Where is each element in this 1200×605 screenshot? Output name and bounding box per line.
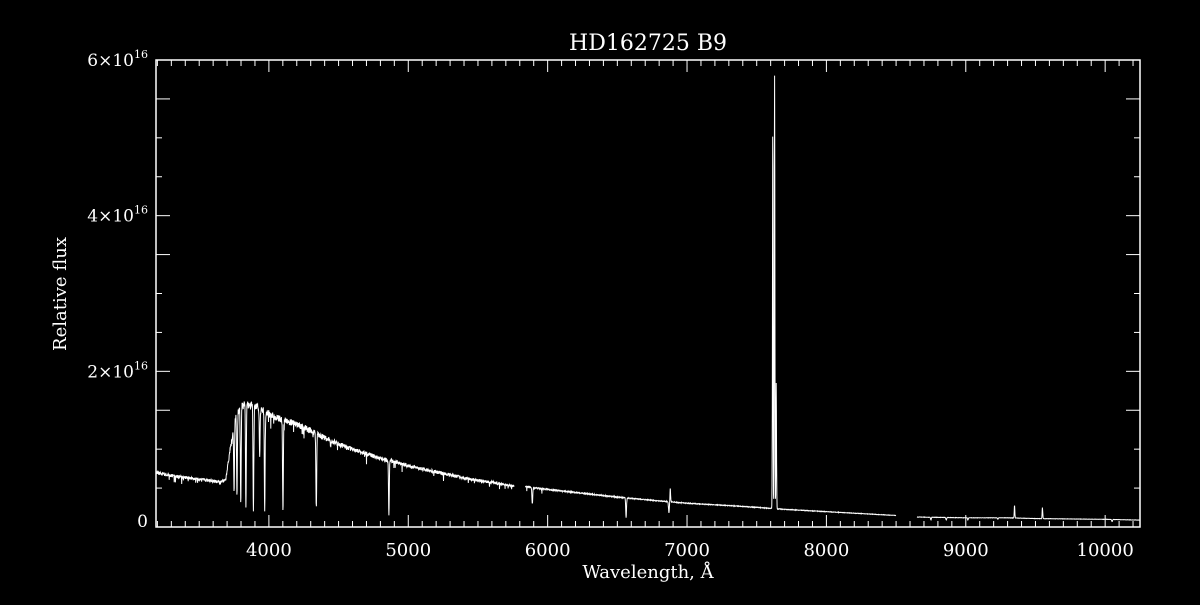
y-tick-label: 6×1016 [87,48,148,71]
y-tick-mantissa: 4×10 [87,207,134,227]
y-tick-exponent: 16 [134,48,148,61]
x-tick-label: 8000 [803,540,849,561]
spectrum-line [155,75,1141,523]
x-axis-label: Wavelength, Å [582,561,714,583]
chart-title: HD162725 B9 [569,31,727,56]
y-tick-label: 2×1016 [87,359,148,382]
y-tick-label: 4×1016 [87,204,148,227]
y-tick-mantissa: 2×10 [87,362,134,382]
x-tick-label: 4000 [246,540,292,561]
y-tick-mantissa: 0 [137,512,148,532]
y-tick-exponent: 16 [134,359,148,372]
x-tick-label: 10000 [1077,540,1134,561]
x-tick-label: 6000 [525,540,571,561]
y-tick-exponent: 16 [134,204,148,217]
y-tick-label: 0 [137,512,148,532]
x-tick-label: 7000 [664,540,710,561]
plot-frame [155,59,1141,528]
x-tick-label: 5000 [385,540,431,561]
y-tick-mantissa: 6×10 [87,51,134,71]
x-tick-label: 9000 [943,540,989,561]
axes: 4000 5000 6000 7000 8000 9000 1000002×10164×10… [87,48,1141,561]
y-axis-label: Relative flux [50,237,71,351]
